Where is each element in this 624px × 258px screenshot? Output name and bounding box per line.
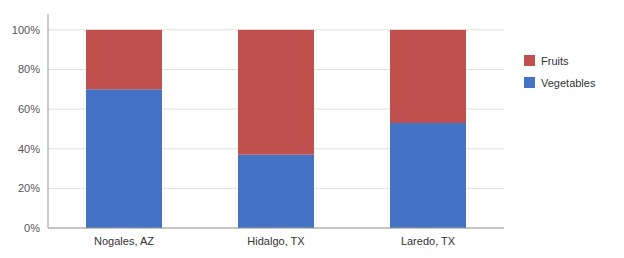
grid (48, 30, 504, 228)
x-tick-label: Laredo, TX (401, 235, 456, 247)
legend: Fruits Vegetables (524, 55, 596, 89)
y-tick-label: 60% (18, 103, 40, 115)
y-tick-label: 80% (18, 63, 40, 75)
chart-container: 0% 20% 40% 60% 80% 100% Nogales, AZ Hidalgo, TX… (0, 0, 624, 258)
y-tick-label: 20% (18, 182, 40, 194)
y-tick-label: 0% (24, 222, 40, 234)
grid-line (48, 228, 504, 229)
legend-swatch (524, 55, 535, 66)
x-axis-line (48, 228, 504, 229)
y-tick-label: 100% (12, 24, 40, 36)
bars (86, 30, 466, 228)
y-tick-label: 40% (18, 143, 40, 155)
bar (86, 30, 162, 89)
y-axis-line (48, 14, 49, 228)
x-tick-label: Nogales, AZ (94, 235, 154, 247)
chart-svg: 0% 20% 40% 60% 80% 100% Nogales, AZ Hidalgo, TX… (0, 0, 624, 258)
legend-label: Fruits (541, 55, 569, 67)
bar (86, 89, 162, 228)
bar (238, 30, 314, 155)
bar (390, 123, 466, 228)
legend-swatch (524, 77, 535, 88)
legend-label: Vegetables (541, 77, 596, 89)
x-tick-label: Hidalgo, TX (247, 235, 305, 247)
bar (390, 30, 466, 123)
bar (238, 155, 314, 228)
